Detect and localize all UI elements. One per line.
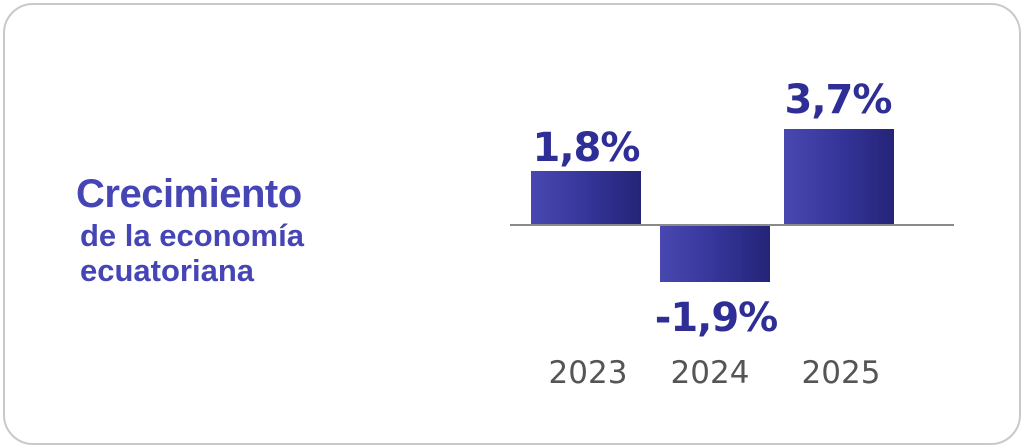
bar-2023 [531, 171, 641, 225]
bar-2024 [660, 225, 770, 282]
value-label-2023: 1,8% [532, 125, 641, 171]
x-label-2024: 2024 [670, 355, 750, 391]
x-label-2025: 2025 [801, 355, 881, 391]
title-line-2: de la economía [80, 218, 304, 253]
value-label-2025: 3,7% [784, 77, 893, 123]
bar-2025 [784, 129, 894, 225]
title-line-3: ecuatoriana [80, 253, 255, 288]
title-line-1: Crecimiento [76, 172, 302, 216]
chart-title: Crecimiento de la economía ecuatoriana [76, 174, 304, 286]
value-label-2024: -1,9% [654, 295, 779, 341]
x-label-2023: 2023 [548, 355, 628, 391]
zero-baseline [510, 224, 954, 226]
